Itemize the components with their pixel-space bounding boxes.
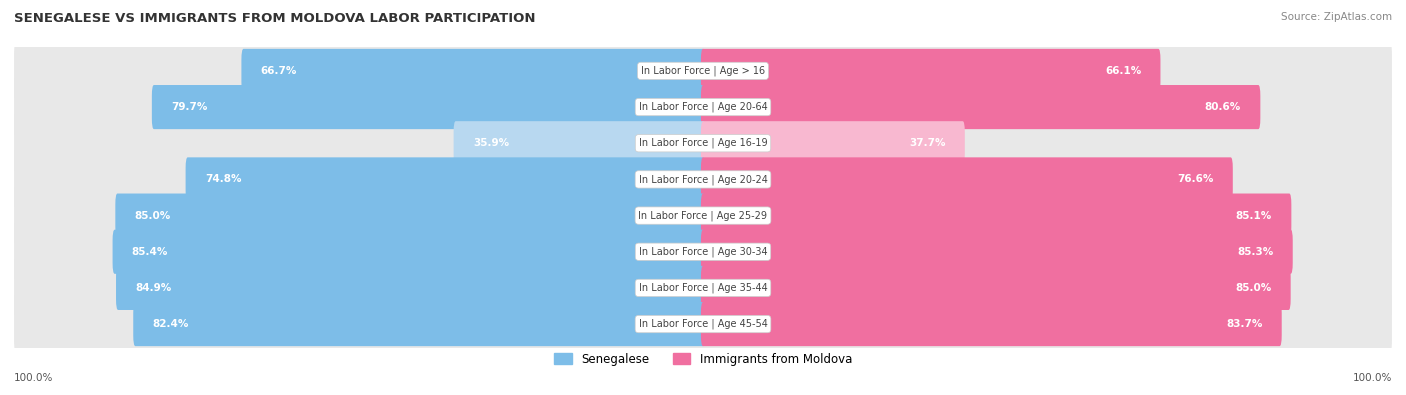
FancyBboxPatch shape <box>702 85 1260 129</box>
Text: In Labor Force | Age 20-24: In Labor Force | Age 20-24 <box>638 174 768 185</box>
Text: 74.8%: 74.8% <box>205 175 242 184</box>
Text: 85.3%: 85.3% <box>1237 247 1274 257</box>
FancyBboxPatch shape <box>702 229 1292 274</box>
Text: 79.7%: 79.7% <box>172 102 208 112</box>
Text: 85.4%: 85.4% <box>132 247 169 257</box>
FancyBboxPatch shape <box>14 110 1392 177</box>
FancyBboxPatch shape <box>242 49 704 93</box>
FancyBboxPatch shape <box>14 218 1392 285</box>
Text: In Labor Force | Age 20-64: In Labor Force | Age 20-64 <box>638 102 768 112</box>
FancyBboxPatch shape <box>117 266 704 310</box>
FancyBboxPatch shape <box>186 157 704 201</box>
Text: 82.4%: 82.4% <box>152 319 188 329</box>
Text: In Labor Force | Age 30-34: In Labor Force | Age 30-34 <box>638 246 768 257</box>
Text: 85.0%: 85.0% <box>135 211 172 220</box>
FancyBboxPatch shape <box>14 255 1392 321</box>
Text: 80.6%: 80.6% <box>1205 102 1241 112</box>
FancyBboxPatch shape <box>152 85 704 129</box>
Text: 84.9%: 84.9% <box>135 283 172 293</box>
FancyBboxPatch shape <box>702 49 1160 93</box>
FancyBboxPatch shape <box>702 266 1291 310</box>
FancyBboxPatch shape <box>702 302 1282 346</box>
Text: 35.9%: 35.9% <box>472 138 509 148</box>
Text: In Labor Force | Age 25-29: In Labor Force | Age 25-29 <box>638 210 768 221</box>
FancyBboxPatch shape <box>134 302 704 346</box>
FancyBboxPatch shape <box>14 38 1392 104</box>
Text: In Labor Force | Age 35-44: In Labor Force | Age 35-44 <box>638 283 768 293</box>
Legend: Senegalese, Immigrants from Moldova: Senegalese, Immigrants from Moldova <box>554 353 852 366</box>
Text: In Labor Force | Age > 16: In Labor Force | Age > 16 <box>641 66 765 76</box>
Text: 83.7%: 83.7% <box>1226 319 1263 329</box>
FancyBboxPatch shape <box>14 74 1392 140</box>
FancyBboxPatch shape <box>14 146 1392 213</box>
Text: 100.0%: 100.0% <box>1353 373 1392 383</box>
Text: Source: ZipAtlas.com: Source: ZipAtlas.com <box>1281 12 1392 22</box>
FancyBboxPatch shape <box>14 182 1392 249</box>
FancyBboxPatch shape <box>454 121 704 166</box>
Text: 76.6%: 76.6% <box>1177 175 1213 184</box>
FancyBboxPatch shape <box>702 194 1291 238</box>
FancyBboxPatch shape <box>702 121 965 166</box>
FancyBboxPatch shape <box>14 291 1392 357</box>
Text: 37.7%: 37.7% <box>910 138 945 148</box>
Text: SENEGALESE VS IMMIGRANTS FROM MOLDOVA LABOR PARTICIPATION: SENEGALESE VS IMMIGRANTS FROM MOLDOVA LA… <box>14 12 536 25</box>
FancyBboxPatch shape <box>702 157 1233 201</box>
FancyBboxPatch shape <box>112 229 704 274</box>
Text: In Labor Force | Age 16-19: In Labor Force | Age 16-19 <box>638 138 768 149</box>
Text: 66.7%: 66.7% <box>260 66 297 76</box>
Text: 100.0%: 100.0% <box>14 373 53 383</box>
Text: In Labor Force | Age 45-54: In Labor Force | Age 45-54 <box>638 319 768 329</box>
Text: 66.1%: 66.1% <box>1105 66 1142 76</box>
Text: 85.1%: 85.1% <box>1236 211 1272 220</box>
Text: 85.0%: 85.0% <box>1234 283 1271 293</box>
FancyBboxPatch shape <box>115 194 704 238</box>
